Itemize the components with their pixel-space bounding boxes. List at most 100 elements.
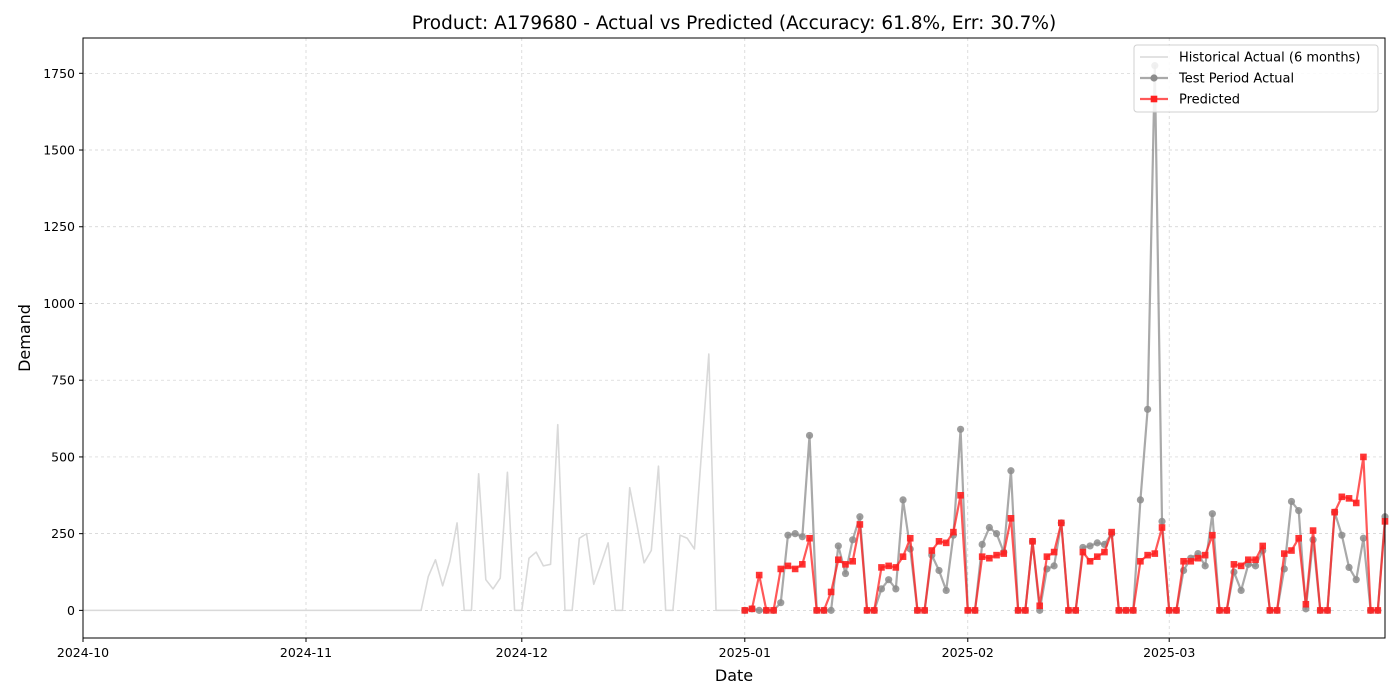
- data-point: [1050, 548, 1058, 556]
- series-layer: [83, 62, 1389, 614]
- data-point: [1165, 607, 1173, 614]
- data-point: [1252, 556, 1259, 564]
- data-point: [914, 607, 921, 614]
- legend-swatch-marker: [1150, 95, 1158, 103]
- data-point: [899, 553, 907, 560]
- data-point: [1036, 602, 1044, 610]
- data-point: [1136, 496, 1145, 504]
- data-point: [899, 496, 907, 504]
- y-tick-label: 500: [51, 449, 75, 464]
- data-point: [1259, 542, 1267, 550]
- data-point: [957, 491, 964, 499]
- data-point: [1237, 562, 1245, 570]
- data-point: [1367, 607, 1374, 614]
- data-point: [1151, 550, 1159, 557]
- data-point: [1144, 551, 1151, 559]
- data-point: [784, 531, 792, 539]
- data-point: [892, 585, 900, 593]
- data-point: [827, 606, 835, 614]
- data-point: [842, 561, 849, 568]
- y-tick-label: 250: [51, 526, 75, 541]
- legend-entry-label: Test Period Actual: [1178, 72, 1294, 87]
- data-point: [986, 554, 993, 562]
- data-point: [885, 576, 893, 584]
- data-point: [1209, 531, 1216, 539]
- data-point: [813, 607, 821, 614]
- data-point: [805, 431, 814, 440]
- grid-layer: [82, 38, 1385, 638]
- data-point: [1057, 519, 1065, 527]
- data-point: [928, 547, 936, 554]
- data-point: [1331, 508, 1338, 516]
- data-point: [1345, 495, 1353, 502]
- data-point: [798, 533, 806, 541]
- data-point: [1208, 510, 1216, 518]
- data-point: [1280, 550, 1288, 557]
- series-0: [83, 353, 738, 612]
- x-tick-label: 2025-02: [942, 645, 994, 660]
- series-2: [741, 453, 1389, 614]
- data-point: [1187, 557, 1195, 565]
- data-point: [1093, 539, 1101, 547]
- data-point: [964, 607, 972, 614]
- data-point: [1007, 467, 1015, 475]
- data-point: [1079, 548, 1087, 556]
- data-point: [1022, 607, 1029, 614]
- data-point: [950, 528, 957, 536]
- x-tick-label: 2024-10: [57, 645, 109, 660]
- data-point: [1029, 538, 1036, 545]
- data-point: [1137, 557, 1144, 565]
- data-point: [1072, 607, 1079, 614]
- data-point: [863, 607, 871, 614]
- data-point: [877, 585, 886, 593]
- data-point: [942, 586, 950, 595]
- legend: Historical Actual (6 months) Test Period …: [1133, 44, 1379, 113]
- data-point: [1065, 607, 1072, 614]
- data-point: [978, 540, 986, 548]
- x-axis-label: Date: [715, 666, 753, 685]
- data-point: [1115, 607, 1123, 614]
- data-point: [992, 530, 1001, 538]
- data-point: [1180, 557, 1187, 565]
- data-point: [906, 534, 914, 542]
- data-point: [1345, 563, 1353, 572]
- legend-box: [1133, 44, 1379, 113]
- data-point: [1007, 515, 1015, 522]
- data-point: [1122, 607, 1130, 614]
- data-point: [1158, 517, 1166, 525]
- data-point: [878, 564, 885, 571]
- data-point: [1273, 607, 1281, 614]
- data-point: [1324, 607, 1331, 614]
- y-axis-label: Demand: [15, 304, 34, 372]
- data-point: [1000, 550, 1008, 557]
- data-point: [849, 536, 857, 544]
- data-point: [1287, 497, 1296, 506]
- data-point: [1237, 586, 1245, 595]
- data-point: [885, 562, 892, 570]
- data-point: [1230, 561, 1238, 568]
- data-point: [1223, 607, 1231, 614]
- data-point: [1374, 607, 1382, 614]
- data-point: [856, 513, 864, 521]
- data-point: [935, 538, 943, 545]
- data-point: [978, 553, 986, 560]
- series-line: [744, 64, 1387, 612]
- x-tick-label: 2024-12: [496, 645, 548, 660]
- data-point: [806, 534, 813, 542]
- data-point: [942, 539, 950, 547]
- y-tick-label: 1250: [43, 219, 75, 234]
- data-point: [1352, 499, 1360, 507]
- data-point: [1245, 556, 1252, 564]
- data-point: [1360, 453, 1367, 461]
- data-point: [791, 530, 799, 538]
- data-point: [1251, 562, 1260, 570]
- data-point: [1288, 547, 1295, 554]
- data-point: [777, 565, 785, 573]
- data-point: [791, 565, 799, 573]
- data-point: [1316, 607, 1324, 614]
- data-point: [777, 599, 785, 607]
- data-point: [1295, 534, 1302, 542]
- data-point: [1266, 607, 1274, 614]
- data-point: [841, 569, 850, 578]
